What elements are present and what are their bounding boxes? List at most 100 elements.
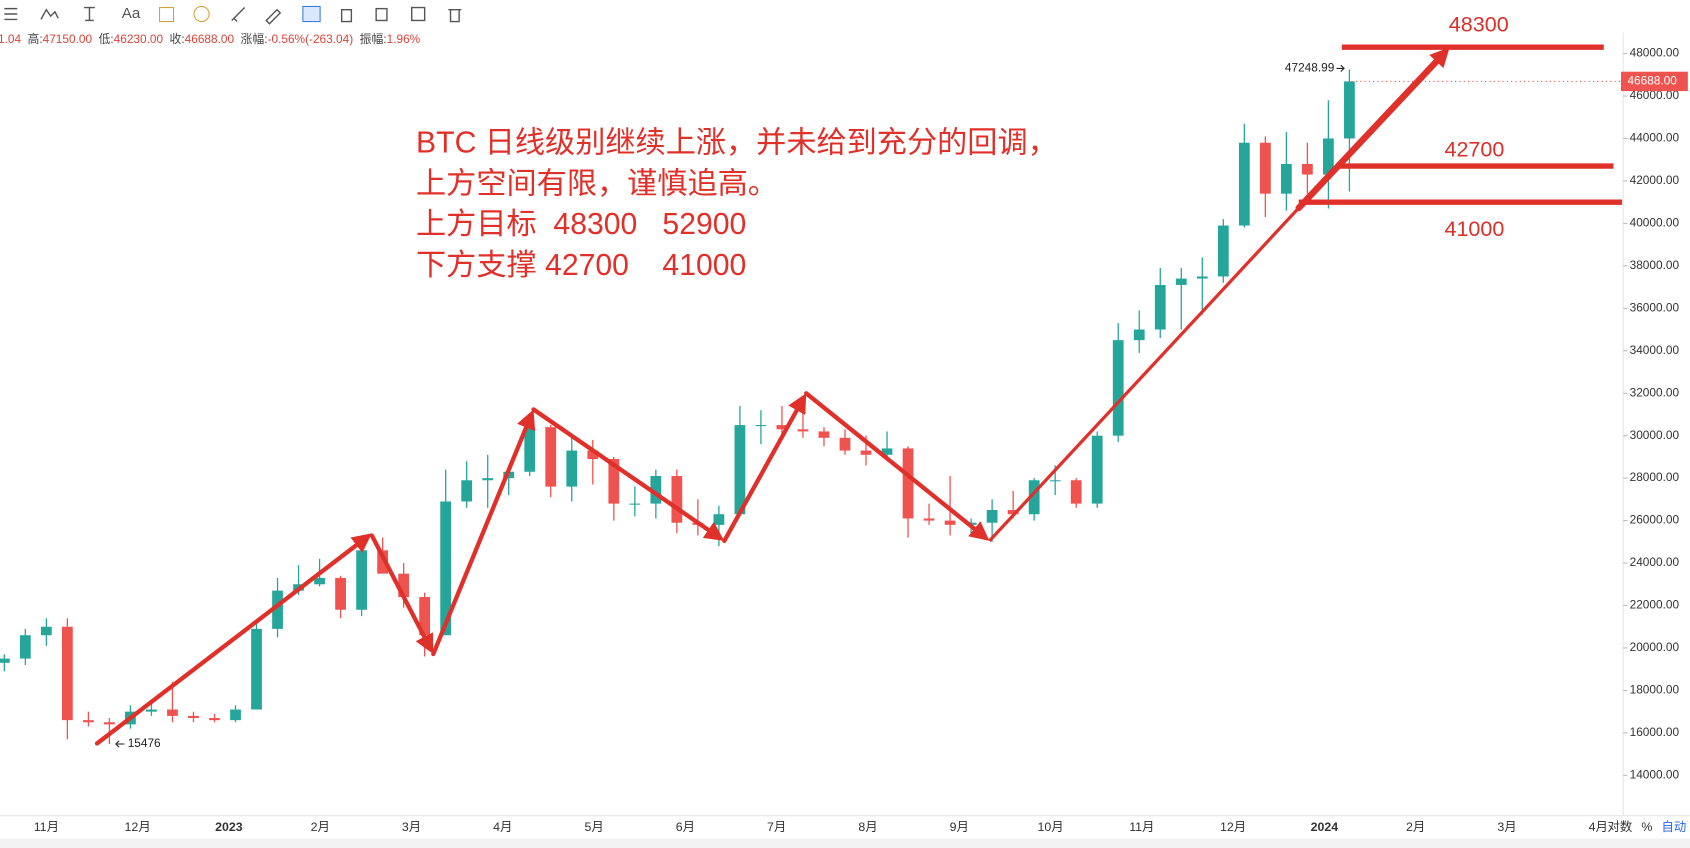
indicator-icon[interactable] bbox=[40, 8, 59, 20]
candle-body bbox=[839, 437, 851, 451]
info-value: 47150.00 bbox=[43, 32, 93, 46]
x-tick-label: 5月 bbox=[584, 820, 603, 834]
candle-body bbox=[1028, 480, 1040, 515]
arrow-head bbox=[415, 632, 434, 655]
candle-body bbox=[167, 709, 178, 716]
candle-body bbox=[377, 550, 389, 574]
y-tick-label: 20000.00 bbox=[1630, 640, 1680, 654]
menu-icon[interactable] bbox=[4, 7, 18, 21]
annotation-line: 上方空间有限，谨慎追高。 bbox=[416, 166, 778, 200]
candle-body bbox=[1301, 163, 1313, 175]
candle-body bbox=[1070, 480, 1082, 504]
annotation-line: 上方目标 48300 52900 bbox=[416, 207, 746, 241]
candle-body bbox=[188, 715, 199, 719]
delete-icon[interactable] bbox=[448, 8, 462, 23]
edit-icon[interactable] bbox=[411, 6, 426, 22]
ruler-icon[interactable] bbox=[231, 7, 246, 23]
candle-body bbox=[1049, 480, 1061, 482]
candle-body bbox=[923, 518, 935, 521]
x-tick-label: 12月 bbox=[125, 820, 151, 834]
y-tick-label: 24000.00 bbox=[1630, 555, 1680, 569]
candle-body bbox=[650, 476, 662, 504]
axis-control[interactable]: 自动 bbox=[1661, 820, 1686, 834]
arrow-head bbox=[350, 533, 372, 553]
x-tick-label: 2月 bbox=[311, 820, 330, 834]
candle-body bbox=[587, 450, 599, 460]
low-label: 15476 bbox=[128, 736, 161, 750]
x-tick-label: 11月 bbox=[1129, 820, 1154, 834]
candle-body bbox=[61, 626, 73, 721]
candle-body bbox=[0, 658, 10, 663]
high-arrow bbox=[1336, 64, 1345, 73]
y-tick-label: 16000.00 bbox=[1630, 725, 1680, 739]
lock-icon[interactable] bbox=[340, 8, 353, 23]
candle-body bbox=[335, 577, 346, 610]
tool-icon[interactable] bbox=[193, 5, 210, 23]
info-value: 46230.00 bbox=[114, 32, 164, 46]
trend-arrow bbox=[531, 407, 711, 533]
candle-body bbox=[1133, 329, 1145, 341]
info-value: -0.56%(-263.04) bbox=[268, 32, 354, 46]
y-tick-label: 14000.00 bbox=[1630, 767, 1680, 781]
axis-control[interactable]: % bbox=[1641, 820, 1652, 834]
candle-body bbox=[734, 425, 746, 515]
info-value: 51.04 bbox=[0, 32, 21, 46]
text-tool-icon[interactable] bbox=[84, 6, 95, 22]
candle-body bbox=[713, 514, 725, 525]
candle-body bbox=[1280, 163, 1292, 194]
annotation-text: BTC 日线级别继续上涨，并未给到充分的回调， 上方空间有限，谨慎追高。上方目标 … bbox=[416, 125, 1058, 282]
arrow-head bbox=[1429, 47, 1450, 69]
y-tick-label: 32000.00 bbox=[1630, 385, 1680, 399]
x-tick-label: 11月 bbox=[34, 820, 59, 834]
candle-body bbox=[1344, 81, 1355, 139]
candle-body bbox=[524, 427, 536, 472]
y-tick-label: 22000.00 bbox=[1630, 598, 1680, 612]
candle-body bbox=[629, 503, 641, 505]
x-tick-label: 12月 bbox=[1220, 820, 1246, 834]
x-tick-label: 7月 bbox=[767, 820, 786, 834]
y-tick-label: 44000.00 bbox=[1630, 131, 1680, 145]
candle-body bbox=[461, 480, 473, 502]
y-tick-label: 34000.00 bbox=[1630, 343, 1680, 357]
candle-body bbox=[1091, 435, 1103, 504]
info-label: 低: bbox=[99, 32, 114, 46]
tool-icon[interactable] bbox=[158, 7, 175, 23]
candle-body bbox=[482, 478, 494, 481]
info-label: 收: bbox=[170, 32, 185, 46]
candle-body bbox=[82, 720, 94, 723]
candle-body bbox=[398, 573, 410, 598]
y-tick-label: 28000.00 bbox=[1630, 470, 1680, 484]
level-label: 42700 bbox=[1444, 137, 1504, 162]
info-label: 振幅: bbox=[360, 32, 387, 46]
candle-body bbox=[776, 425, 788, 430]
candle-icon[interactable] bbox=[302, 5, 321, 23]
y-tick-label: 40000.00 bbox=[1630, 216, 1680, 230]
candle-body bbox=[230, 709, 241, 721]
info-value: 46688.00 bbox=[185, 32, 235, 46]
axis-control[interactable]: 对数 bbox=[1608, 819, 1633, 834]
trend-arrow bbox=[1295, 58, 1440, 212]
candle-body bbox=[1323, 138, 1334, 175]
candle-body bbox=[818, 431, 830, 438]
candle-body bbox=[272, 590, 283, 629]
candle-body bbox=[209, 718, 220, 721]
pen-icon[interactable] bbox=[265, 8, 282, 25]
candle-body bbox=[986, 509, 998, 523]
y-tick-label: 30000.00 bbox=[1630, 428, 1680, 442]
copy-icon[interactable] bbox=[375, 7, 388, 22]
candle-body bbox=[1154, 284, 1166, 330]
arrow-head bbox=[702, 521, 725, 541]
candle-body bbox=[104, 722, 115, 725]
candle-body bbox=[1196, 276, 1208, 279]
candle-body bbox=[40, 626, 52, 636]
x-tick-label: 2月 bbox=[1406, 820, 1425, 834]
trend-arrow bbox=[722, 408, 799, 544]
trend-arrow bbox=[431, 425, 529, 657]
last-price-box bbox=[1621, 71, 1688, 92]
trend-arrow bbox=[369, 533, 427, 639]
font-icon[interactable]: Aa bbox=[122, 5, 141, 22]
x-tick-label: 9月 bbox=[950, 820, 969, 834]
annotation-line: 下方支撑 42700 41000 bbox=[416, 248, 746, 282]
candle-body bbox=[1007, 509, 1019, 515]
